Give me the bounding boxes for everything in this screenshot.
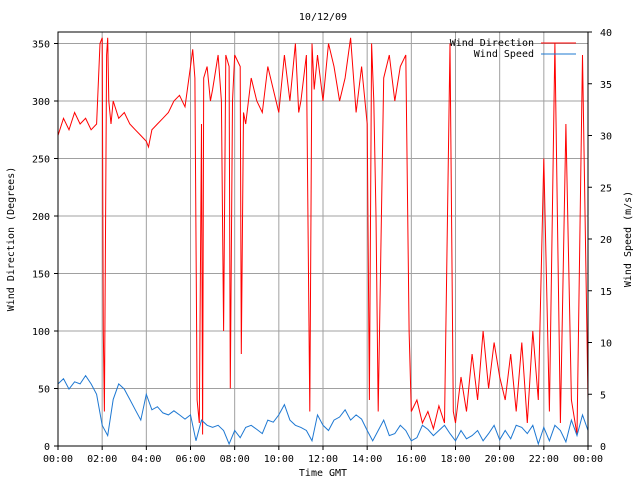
x-tick-label: 20:00	[485, 454, 515, 465]
y-tick-label: 50	[38, 385, 50, 396]
x-tick-label: 02:00	[87, 454, 117, 465]
y2-tick-label: 20	[600, 235, 612, 246]
y2-tick-label: 0	[600, 442, 606, 453]
x-tick-label: 12:00	[308, 454, 338, 465]
y-tick-label: 150	[32, 270, 50, 281]
y2-tick-label: 30	[600, 132, 612, 143]
legend: Wind Direction Wind Speed	[450, 38, 576, 60]
chart-title: 10/12/09	[299, 12, 347, 23]
x-tick-label: 00:00	[43, 454, 73, 465]
x-tick-label: 08:00	[220, 454, 250, 465]
y2-tick-label: 25	[600, 183, 612, 194]
axis-ticks: 00:00 02:00 04:00 06:00 08:00 10:00 12:00 14:00…	[32, 28, 612, 465]
series-layer	[57, 37, 589, 446]
legend-label-wind-speed: Wind Speed	[474, 49, 534, 60]
x-tick-label: 22:00	[529, 454, 559, 465]
x-tick-label: 14:00	[352, 454, 382, 465]
y2-tick-label: 40	[600, 28, 612, 39]
y-tick-label: 200	[32, 212, 50, 223]
y-tick-label: 0	[44, 442, 50, 453]
x-tick-label: 10:00	[264, 454, 294, 465]
y-tick-label: 300	[32, 97, 50, 108]
series-line-wind-direction	[57, 37, 589, 435]
x-tick-label: 04:00	[131, 454, 161, 465]
y2-tick-label: 15	[600, 287, 612, 298]
y2-tick-label: 35	[600, 80, 612, 91]
y2-tick-label: 5	[600, 390, 606, 401]
x-tick-label: 16:00	[396, 454, 426, 465]
y-tick-label: 250	[32, 155, 50, 166]
x-tick-label: 06:00	[175, 454, 205, 465]
y2-axis-label: Wind Speed (m/s)	[623, 191, 634, 287]
x-axis-label: Time GMT	[299, 468, 347, 479]
x-tick-label: 18:00	[440, 454, 470, 465]
y2-tick-label: 10	[600, 339, 612, 350]
legend-label-wind-direction: Wind Direction	[450, 38, 534, 49]
series-line-wind-speed	[57, 374, 589, 446]
y-axis-label: Wind Direction (Degrees)	[6, 167, 17, 312]
y-tick-label: 350	[32, 40, 50, 51]
x-tick-label: 00:00	[573, 454, 603, 465]
y-tick-label: 100	[32, 327, 50, 338]
